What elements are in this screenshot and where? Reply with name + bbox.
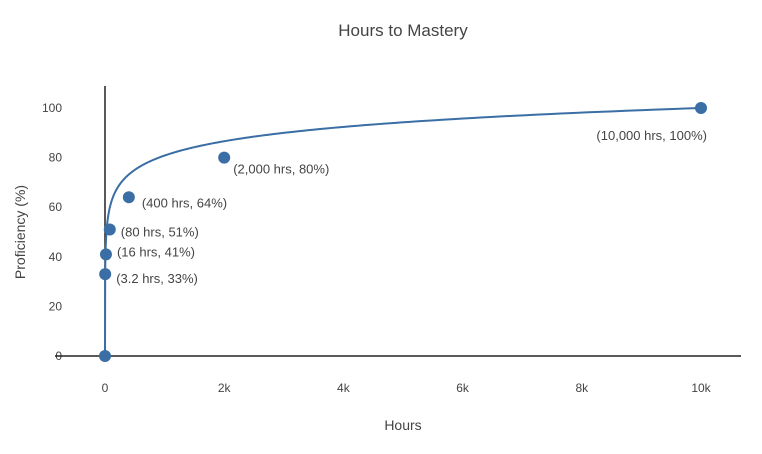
- data-label: (3.2 hrs, 33%): [116, 271, 198, 286]
- data-point: [103, 223, 116, 236]
- data-point: [695, 102, 707, 114]
- x-tick-label: 8k: [575, 381, 589, 395]
- y-tick-label: 60: [49, 200, 63, 214]
- chart-title: Hours to Mastery: [338, 21, 468, 40]
- x-tick-label: 10k: [691, 381, 711, 395]
- x-axis-ticks: 0 2k 4k 6k 8k 10k: [102, 381, 712, 395]
- y-tick-label: 100: [42, 101, 62, 115]
- series-line: [104, 107, 702, 357]
- x-tick-label: 0: [102, 381, 109, 395]
- x-tick-label: 4k: [337, 381, 351, 395]
- data-labels: (3.2 hrs, 33%) (16 hrs, 41%) (80 hrs, 51%)…: [116, 128, 707, 286]
- data-point: [99, 268, 112, 281]
- data-label: (10,000 hrs, 100%): [596, 128, 707, 143]
- data-point: [218, 151, 231, 164]
- y-axis-label: Proficiency (%): [12, 185, 28, 279]
- data-point: [122, 191, 135, 204]
- data-point: [99, 248, 112, 261]
- data-label: (400 hrs, 64%): [142, 195, 227, 210]
- y-tick-label: 40: [49, 250, 63, 264]
- y-tick-label: 20: [49, 299, 63, 313]
- x-axis-label: Hours: [384, 417, 421, 433]
- x-tick-label: 2k: [218, 381, 232, 395]
- y-tick-label: 80: [49, 151, 63, 165]
- data-points: [99, 102, 707, 362]
- data-label: (16 hrs, 41%): [117, 244, 195, 259]
- data-label: (80 hrs, 51%): [121, 225, 199, 240]
- data-label: (2,000 hrs, 80%): [233, 162, 329, 177]
- data-point: [99, 350, 111, 362]
- x-tick-label: 6k: [456, 381, 470, 395]
